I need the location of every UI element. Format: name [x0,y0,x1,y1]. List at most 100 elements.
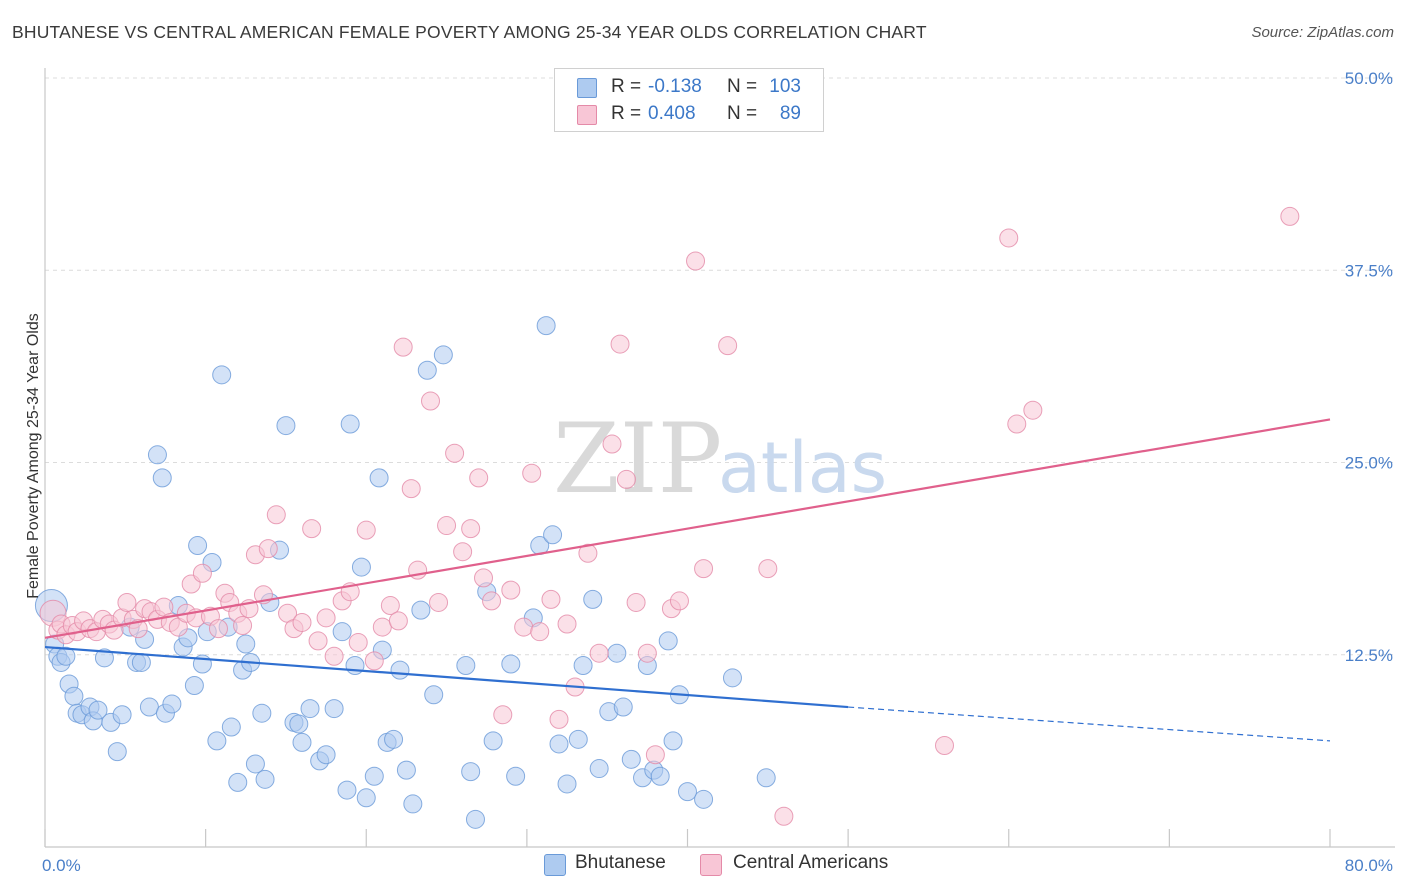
data-points [34,206,1300,829]
data-point [147,445,167,465]
data-point [453,542,473,562]
data-point [626,592,646,612]
data-point [645,745,665,765]
data-point [758,559,778,579]
data-point [501,654,521,674]
data-point [417,360,437,380]
legend-r-value: -0.138 [648,76,702,97]
data-point [162,694,182,714]
data-point [128,619,148,639]
data-point [482,591,502,611]
data-point [514,617,534,637]
y-tick-label: 12.5% [1345,646,1393,665]
data-point [345,656,365,676]
data-point [94,648,114,668]
legend-n-label: N = [727,103,758,124]
data-point [433,345,453,365]
data-point [999,228,1019,248]
data-point [356,520,376,540]
data-point [669,591,689,611]
data-point [1007,414,1027,434]
data-point [602,434,622,454]
axis-labels: Female Poverty Among 25-34 Year Olds 12.… [25,69,1393,875]
data-point [607,643,627,663]
data-point [64,686,84,706]
series-swatch-bhutanese [544,854,566,876]
data-point [390,660,410,680]
data-point [372,617,392,637]
data-point [549,734,569,754]
data-point [522,463,542,483]
data-point [578,543,598,563]
data-point [543,525,563,545]
data-point [292,612,312,632]
series-label-bhutanese: Bhutanese [575,852,666,873]
data-point [252,703,272,723]
data-point [292,732,312,752]
data-point [245,754,265,774]
data-point [403,794,423,814]
legend-swatch-bhutanese [577,78,597,98]
series-label-central-americans: Central Americans [733,852,889,873]
series-legend-central-americans[interactable]: Central Americans [700,852,920,876]
data-point [316,745,336,765]
data-point [456,656,476,676]
data-point [380,596,400,616]
data-point [613,697,633,717]
data-point [650,766,670,786]
grid-lines [45,77,1395,656]
series-swatch-central-americans [700,854,722,876]
data-point [568,729,588,749]
data-point [348,632,368,652]
legend-row-central-americans: R = 0.408 N = 89 [555,100,823,128]
data-point [445,443,465,463]
trend-line-bhutanese-extension [848,706,1331,742]
data-point [461,519,481,539]
series-legend-bhutanese[interactable]: Bhutanese [544,852,704,876]
data-point [686,251,706,271]
legend-r-value: 0.408 [648,103,696,124]
data-point [756,768,776,788]
data-point [255,769,275,789]
data-point [501,580,521,600]
data-point [388,611,408,631]
data-point [774,806,794,826]
data-point [364,766,384,786]
data-point [228,772,248,792]
data-point [139,697,159,717]
trend-line-central-americans [44,418,1331,639]
data-point [557,614,577,634]
data-point [437,516,457,536]
data-point [302,519,322,539]
y-tick-label: 37.5% [1345,261,1393,280]
x-tick-label: 0.0% [42,856,81,875]
legend-r-label: R = [611,103,642,124]
data-point [621,749,641,769]
data-point [722,668,742,688]
data-point [276,416,296,436]
x-tick-label: 80.0% [1345,856,1393,875]
data-point [188,536,208,556]
data-point [289,714,309,734]
data-point [112,705,132,725]
watermark-atlas: atlas [718,427,887,509]
watermark-zip: ZIP [553,403,722,515]
data-point [258,539,278,559]
data-point [694,559,714,579]
data-point [308,631,328,651]
data-point [589,643,609,663]
data-point [356,788,376,808]
data-point [212,365,232,385]
data-point [324,646,344,666]
data-point [506,766,526,786]
data-point [461,762,481,782]
legend-r-label: R = [611,76,642,97]
data-point [184,676,204,696]
legend-n-value: 89 [779,103,801,124]
axes [44,68,1395,848]
data-point [1280,206,1300,226]
data-point [221,717,241,737]
data-point [935,735,954,755]
data-point [718,336,738,356]
legend-swatch-central-americans [577,105,597,125]
